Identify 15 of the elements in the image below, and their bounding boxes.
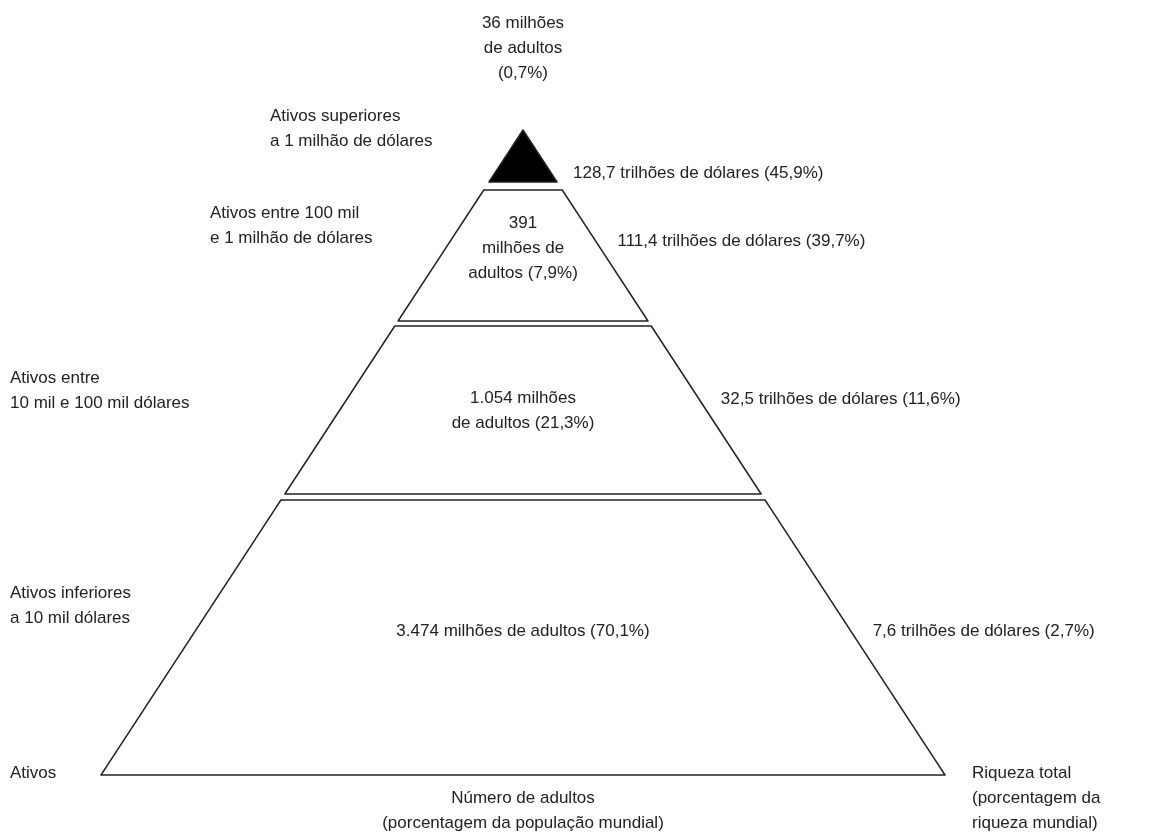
text: Número de adultos (porcentagem da população mundial) bbox=[382, 787, 664, 834]
text: Ativos bbox=[10, 762, 57, 784]
data-label: 391 milhões de adultos (7,9%) bbox=[468, 212, 578, 284]
data-label: 36 milhões de adultos (0,7%) bbox=[481, 12, 565, 84]
data-label: 3.474 milhões de adultos (70,1%) bbox=[396, 620, 650, 642]
data-label: 7,6 trilhões de dólares (2,7%) bbox=[872, 620, 1095, 642]
data-label: 128,7 trilhões de dólares (45,9%) bbox=[572, 162, 824, 184]
text: Riqueza total (porcentagem da riqueza mundial) bbox=[972, 762, 1101, 834]
category-label: Ativos entre 10 mil e 100 mil dólares bbox=[10, 367, 190, 414]
category-label: Ativos superiores a 1 milhão de dólares bbox=[270, 105, 433, 152]
data-label: 32,5 trilhões de dólares (11,6%) bbox=[720, 388, 961, 410]
data-label: 111,4 trilhões de dólares (39,7%) bbox=[617, 230, 866, 252]
data-label: 1.054 milhões de adultos (21,3%) bbox=[451, 387, 595, 434]
category-label: Ativos inferiores a 10 mil dólares bbox=[10, 582, 131, 629]
category-label: Ativos entre 100 mil e 1 milhão de dólares bbox=[210, 202, 373, 249]
